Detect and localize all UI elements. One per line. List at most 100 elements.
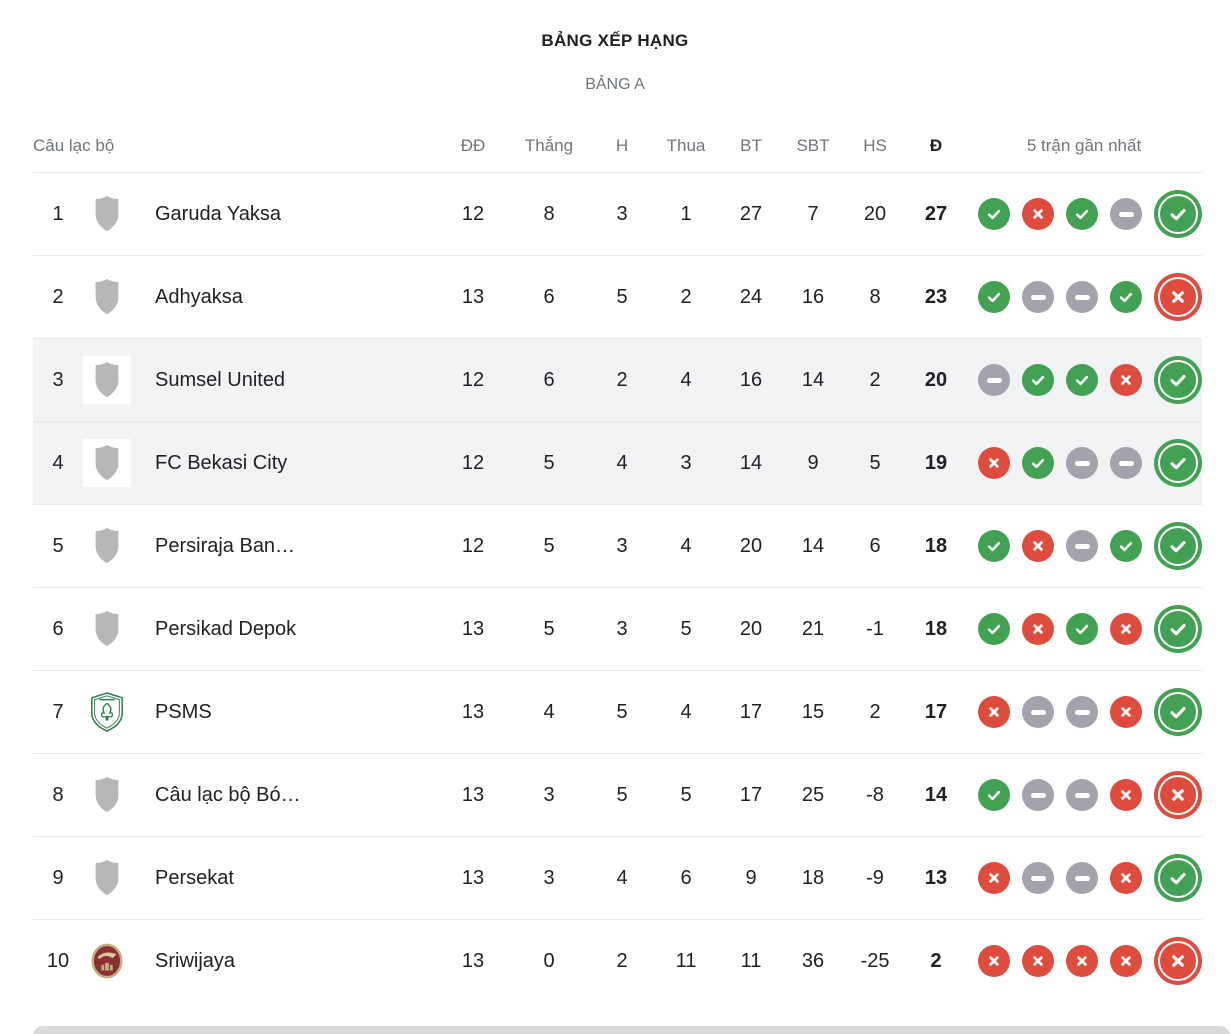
stat-goals-for: 14: [739, 451, 763, 474]
stat-played: 12: [461, 368, 485, 391]
column-header-form: 5 trận gần nhất: [1026, 136, 1142, 155]
win-check-icon[interactable]: [1154, 190, 1202, 238]
stat-won: 6: [543, 368, 555, 391]
win-check-icon[interactable]: [1110, 281, 1142, 313]
team-row[interactable]: 8 Câu lạc bộ Bó… 13 3 5 5 17 25 -8 14: [33, 754, 1202, 837]
draw-dash-icon[interactable]: [1110, 447, 1142, 479]
stat-played: 12: [461, 534, 485, 557]
loss-x-icon[interactable]: [1110, 364, 1142, 396]
stat-goal-diff: 20: [863, 202, 887, 225]
stat-goals-for: 17: [739, 700, 763, 723]
team-name: PSMS: [155, 700, 212, 723]
stat-points: 18: [924, 617, 948, 640]
win-check-icon[interactable]: [1066, 364, 1098, 396]
team-name: Câu lạc bộ Bó…: [155, 783, 301, 806]
form-cell: [966, 190, 1202, 238]
loss-x-icon[interactable]: [1110, 696, 1142, 728]
stat-points: 19: [924, 451, 948, 474]
win-check-icon[interactable]: [978, 281, 1010, 313]
loss-x-icon[interactable]: [1110, 862, 1142, 894]
draw-dash-icon[interactable]: [1022, 779, 1054, 811]
loss-x-icon[interactable]: [1022, 613, 1054, 645]
win-check-icon[interactable]: [1154, 605, 1202, 653]
team-row[interactable]: 7 PSMS 13 4 5 4 17 15 2 17: [33, 671, 1202, 754]
loss-x-icon[interactable]: [978, 696, 1010, 728]
loss-x-icon[interactable]: [978, 862, 1010, 894]
win-check-icon[interactable]: [1022, 364, 1054, 396]
win-check-icon[interactable]: [1154, 688, 1202, 736]
draw-dash-icon[interactable]: [1066, 696, 1098, 728]
draw-dash-icon[interactable]: [1066, 779, 1098, 811]
stat-goals-against: 36: [801, 949, 825, 972]
team-name: Persikad Depok: [155, 617, 297, 640]
team-row[interactable]: 5 Persiraja Ban… 12 5 3 4 20 14 6 18: [33, 505, 1202, 588]
draw-dash-icon[interactable]: [1066, 530, 1098, 562]
draw-dash-icon[interactable]: [1022, 281, 1054, 313]
loss-x-icon[interactable]: [1066, 945, 1098, 977]
stat-goals-for: 27: [739, 202, 763, 225]
column-header-played: ĐĐ: [460, 136, 486, 155]
rank: 10: [46, 949, 70, 972]
loss-x-icon[interactable]: [1022, 945, 1054, 977]
form-cell: [966, 854, 1202, 902]
stat-won: 3: [543, 866, 555, 889]
generic-shield-icon: [95, 444, 119, 481]
draw-dash-icon[interactable]: [1110, 198, 1142, 230]
win-check-icon[interactable]: [1066, 198, 1098, 230]
draw-dash-icon[interactable]: [1066, 862, 1098, 894]
stat-played: 12: [461, 451, 485, 474]
loss-x-icon[interactable]: [978, 945, 1010, 977]
rank: 8: [52, 783, 64, 806]
draw-dash-icon[interactable]: [1066, 281, 1098, 313]
generic-shield-icon: [95, 776, 119, 813]
win-check-icon[interactable]: [1154, 854, 1202, 902]
team-row[interactable]: 1 Garuda Yaksa 12 8 3 1 27 7 20 27: [33, 173, 1202, 256]
team-row[interactable]: 10 Sriwijaya 13 0 2 11 11 36 -25 2: [33, 920, 1202, 1002]
draw-dash-icon[interactable]: [1022, 862, 1054, 894]
win-check-icon[interactable]: [978, 530, 1010, 562]
stat-points: 14: [924, 783, 948, 806]
stat-goal-diff: -25: [860, 949, 890, 972]
stat-goals-against: 16: [801, 285, 825, 308]
draw-dash-icon[interactable]: [1022, 696, 1054, 728]
win-check-icon[interactable]: [1154, 522, 1202, 570]
stat-drawn: 2: [616, 949, 628, 972]
win-check-icon[interactable]: [978, 613, 1010, 645]
team-row[interactable]: 6 Persikad Depok 13 5 3 5 20 21 -1 18: [33, 588, 1202, 671]
stat-points: 20: [924, 368, 948, 391]
loss-x-icon[interactable]: [978, 447, 1010, 479]
draw-dash-icon[interactable]: [978, 364, 1010, 396]
team-row[interactable]: 9 Persekat 13 3 4 6 9 18 -9 13: [33, 837, 1202, 920]
team-badge: [83, 273, 131, 321]
win-check-icon[interactable]: [978, 779, 1010, 811]
stat-played: 12: [461, 202, 485, 225]
win-check-icon[interactable]: [1066, 613, 1098, 645]
loss-x-icon[interactable]: [1022, 198, 1054, 230]
win-check-icon[interactable]: [978, 198, 1010, 230]
loss-x-icon[interactable]: [1154, 937, 1202, 985]
team-row[interactable]: 4 FC Bekasi City 12 5 4 3 14 9 5 19: [33, 422, 1202, 505]
loss-x-icon[interactable]: [1154, 273, 1202, 321]
team-row[interactable]: 2 Adhyaksa 13 6 5 2 24 16 8 23: [33, 256, 1202, 339]
win-check-icon[interactable]: [1022, 447, 1054, 479]
loss-x-icon[interactable]: [1154, 771, 1202, 819]
column-header-club: Câu lạc bộ: [33, 136, 115, 155]
draw-dash-icon[interactable]: [1066, 447, 1098, 479]
stat-lost: 3: [680, 451, 692, 474]
loss-x-icon[interactable]: [1110, 613, 1142, 645]
loss-x-icon[interactable]: [1110, 945, 1142, 977]
stat-won: 0: [543, 949, 555, 972]
generic-shield-icon: [95, 859, 119, 896]
loss-x-icon[interactable]: [1110, 779, 1142, 811]
stat-played: 13: [461, 783, 485, 806]
win-check-icon[interactable]: [1154, 356, 1202, 404]
column-header-lost: Thua: [666, 136, 706, 155]
team-name: Adhyaksa: [155, 285, 243, 308]
win-check-icon[interactable]: [1110, 530, 1142, 562]
form-cell: [966, 273, 1202, 321]
team-row[interactable]: 3 Sumsel United 12 6 2 4 16 14 2 20: [33, 339, 1202, 422]
team-name: Persekat: [155, 866, 234, 889]
win-check-icon[interactable]: [1154, 439, 1202, 487]
loss-x-icon[interactable]: [1022, 530, 1054, 562]
stat-lost: 4: [680, 368, 692, 391]
